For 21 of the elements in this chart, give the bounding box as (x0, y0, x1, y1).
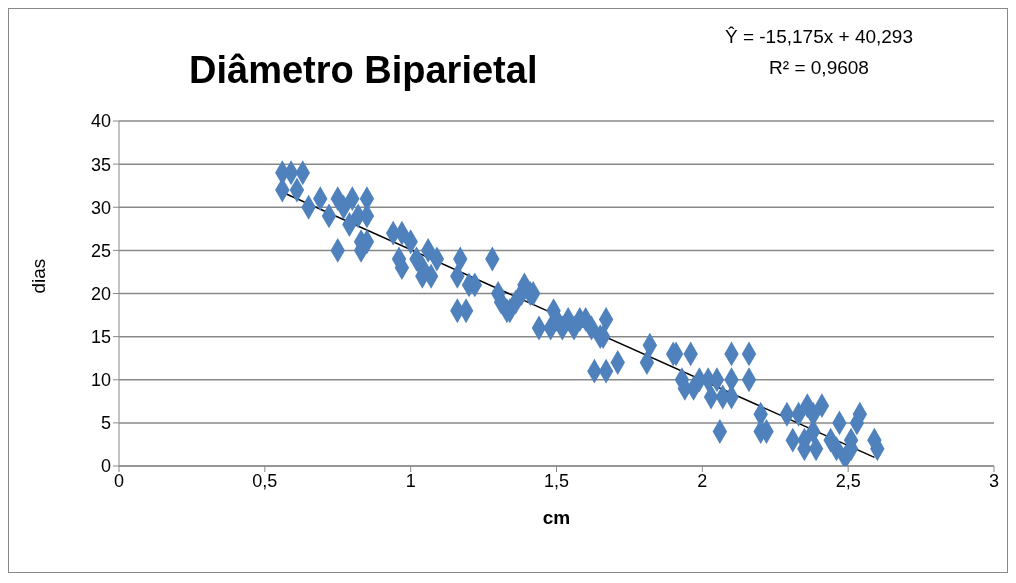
x-tick-label: 2,5 (835, 470, 861, 491)
y-tick-label: 5 (100, 413, 111, 434)
y-tick-label: 30 (90, 197, 111, 218)
y-tick-label: 25 (90, 240, 111, 261)
chart-title: Diâmetro Biparietal (189, 49, 538, 92)
y-tick-label: 0 (100, 456, 111, 477)
y-tick-label: 40 (90, 111, 111, 132)
text: R² = 0,9608 (768, 56, 870, 80)
x-axis-title: cm (542, 507, 571, 528)
x-tick-label: 1 (405, 470, 416, 491)
y-tick-label: 15 (90, 327, 111, 348)
y-tick-label: 10 (90, 370, 111, 391)
text: Ŷ = -15,175x + 40,293 (723, 25, 914, 49)
x-tick-label: 1,5 (543, 470, 570, 491)
x-tick-label: 0,5 (252, 470, 278, 491)
y-axis-title: dias (27, 258, 49, 294)
x-tick-label: 0 (113, 470, 125, 491)
x-tick-label: 3 (988, 470, 1000, 491)
y-tick-label: 20 (90, 283, 111, 304)
y-tick-label: 35 (90, 154, 111, 175)
x-tick-label: 2 (697, 470, 708, 491)
